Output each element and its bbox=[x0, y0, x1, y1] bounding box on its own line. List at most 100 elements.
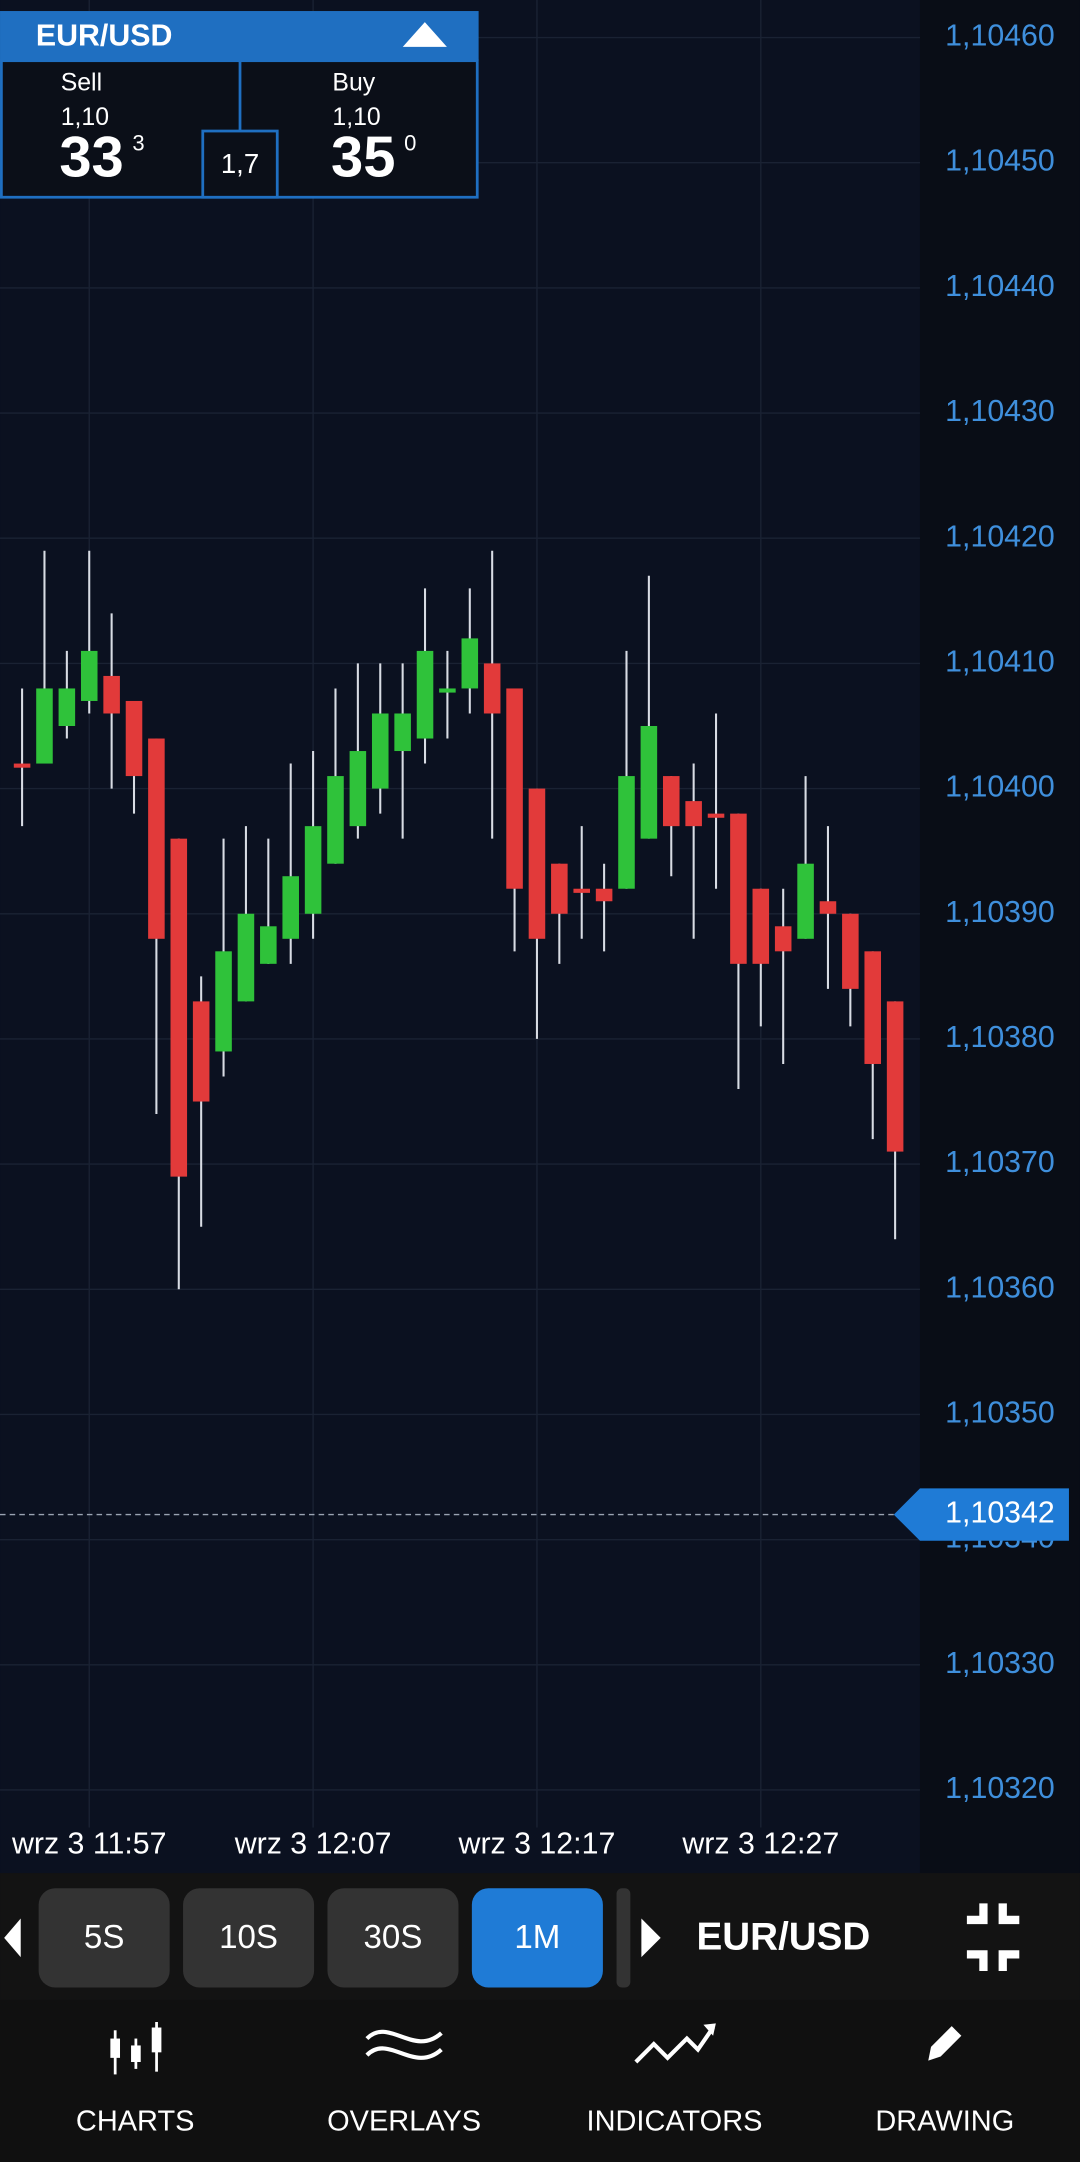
buy-price[interactable]: 35 bbox=[331, 126, 395, 190]
x-tick-label: wrz 3 12:07 bbox=[234, 1827, 392, 1860]
indicators-icon bbox=[634, 2026, 715, 2064]
y-tick-label: 1,10370 bbox=[945, 1146, 1055, 1179]
scroll-left[interactable] bbox=[4, 1918, 21, 1958]
candle-body bbox=[416, 650, 434, 739]
buy-pip: 0 bbox=[404, 131, 416, 156]
candle-body bbox=[260, 926, 277, 964]
price-axis: 1,103201,103301,103401,103501,103601,103… bbox=[0, 20, 1069, 1860]
symbol-selector[interactable]: EUR/USD bbox=[697, 1915, 871, 1958]
candle-body bbox=[80, 650, 98, 701]
candle-body bbox=[886, 1001, 904, 1152]
spread-box bbox=[201, 129, 279, 199]
candle-body bbox=[349, 751, 367, 827]
candle-body bbox=[551, 863, 568, 914]
spread: 1,7 bbox=[221, 148, 259, 179]
timeframe-button[interactable] bbox=[183, 1888, 315, 1988]
candle-body bbox=[595, 888, 613, 902]
sell-price[interactable]: 33 bbox=[59, 126, 123, 190]
timeframe-button[interactable] bbox=[471, 1888, 603, 1988]
candle-body bbox=[103, 675, 120, 714]
candle-body bbox=[573, 888, 590, 893]
overlays-icon bbox=[365, 2029, 443, 2060]
quote-header bbox=[0, 11, 479, 61]
y-tick-label: 1,10440 bbox=[945, 270, 1055, 303]
quote-box[interactable]: EUR/USD 1,7 Sell 1,10 33 3 Buy 1,10 35 0 bbox=[0, 11, 479, 199]
candle-body bbox=[707, 813, 725, 818]
candle-body bbox=[662, 776, 680, 827]
y-tick-label: 1,10420 bbox=[945, 520, 1055, 553]
candle-body bbox=[170, 838, 188, 1177]
y-tick-label: 1,10350 bbox=[945, 1396, 1055, 1429]
buy-label: Buy bbox=[332, 70, 375, 97]
timeframe-button[interactable] bbox=[327, 1888, 459, 1988]
candle-body bbox=[304, 826, 322, 914]
candle-body bbox=[215, 951, 232, 1052]
timeframe-label: 5S bbox=[84, 1919, 124, 1956]
candle-body bbox=[125, 700, 143, 777]
timeframe-label: 1M bbox=[514, 1919, 560, 1956]
sell-label: Sell bbox=[61, 70, 102, 97]
candle-body bbox=[797, 863, 814, 939]
fullscreen-exit[interactable] bbox=[966, 1903, 1020, 1971]
candle-body bbox=[371, 713, 389, 789]
nav-label[interactable]: INDICATORS bbox=[587, 2105, 763, 2137]
candle-body bbox=[640, 726, 658, 839]
y-tick-label: 1,10360 bbox=[945, 1271, 1055, 1304]
timeframe-label: 30S bbox=[364, 1919, 423, 1956]
y-tick-label: 1,10320 bbox=[945, 1772, 1055, 1805]
candle-body bbox=[13, 763, 31, 768]
nav-label[interactable]: CHARTS bbox=[76, 2105, 195, 2137]
candle-body bbox=[528, 788, 546, 939]
candle-body bbox=[148, 738, 165, 939]
candle-body bbox=[685, 801, 702, 827]
candle-body bbox=[506, 688, 523, 889]
nav-items: CHARTS OVERLAYS INDICATORS DRAWING bbox=[76, 2105, 1014, 2137]
candle-body bbox=[58, 688, 76, 727]
bottom-nav bbox=[0, 1999, 1080, 2162]
candle-body bbox=[483, 663, 501, 714]
sell-pip: 3 bbox=[132, 131, 144, 156]
indicators-arrow bbox=[703, 2023, 716, 2036]
timeframe-label: 10S bbox=[219, 1919, 278, 1956]
candle-body bbox=[461, 638, 479, 689]
quote-symbol: EUR/USD bbox=[36, 19, 173, 52]
sell-prefix: 1,10 bbox=[61, 104, 109, 131]
nav-label[interactable]: OVERLAYS bbox=[327, 2105, 481, 2137]
candle-body bbox=[730, 813, 747, 964]
charts-icon bbox=[110, 2022, 162, 2075]
candle-body bbox=[774, 926, 792, 952]
candle-body bbox=[192, 1001, 210, 1102]
y-tick-label: 1,10410 bbox=[945, 645, 1055, 678]
y-tick-label: 1,10330 bbox=[945, 1647, 1055, 1680]
candle-body bbox=[618, 776, 635, 889]
collapse-icon[interactable] bbox=[402, 22, 447, 47]
scroll-right[interactable] bbox=[641, 1918, 661, 1958]
timeframe-partial bbox=[616, 1888, 631, 1988]
y-tick-label: 1,10390 bbox=[945, 896, 1055, 929]
drawing-icon bbox=[928, 2026, 962, 2061]
price-axis-panel bbox=[919, 0, 1080, 1874]
candle-body bbox=[864, 951, 882, 1064]
candle-body bbox=[282, 876, 299, 939]
candle-body bbox=[752, 888, 770, 964]
current-price-tag bbox=[893, 1488, 1069, 1541]
candles bbox=[13, 550, 904, 1290]
x-tick-label: wrz 3 12:17 bbox=[458, 1827, 616, 1860]
candle-body bbox=[394, 713, 411, 752]
candle-body bbox=[237, 913, 255, 1002]
candle-body bbox=[327, 776, 344, 864]
y-tick-label: 1,10460 bbox=[945, 20, 1055, 53]
candle-body bbox=[819, 901, 837, 914]
timeframes: 5S 10S 30S 1M bbox=[38, 1888, 603, 1988]
x-tick-label: wrz 3 11:57 bbox=[11, 1827, 167, 1860]
candle-body bbox=[36, 688, 53, 764]
buy-prefix: 1,10 bbox=[332, 104, 380, 131]
y-tick-label: 1,10380 bbox=[945, 1021, 1055, 1054]
timeframe-button[interactable] bbox=[38, 1888, 170, 1988]
y-tick-label: 1,10430 bbox=[945, 395, 1055, 428]
nav-label[interactable]: DRAWING bbox=[875, 2105, 1014, 2137]
x-tick-label: wrz 3 12:27 bbox=[681, 1827, 839, 1860]
candle-body bbox=[842, 913, 859, 989]
